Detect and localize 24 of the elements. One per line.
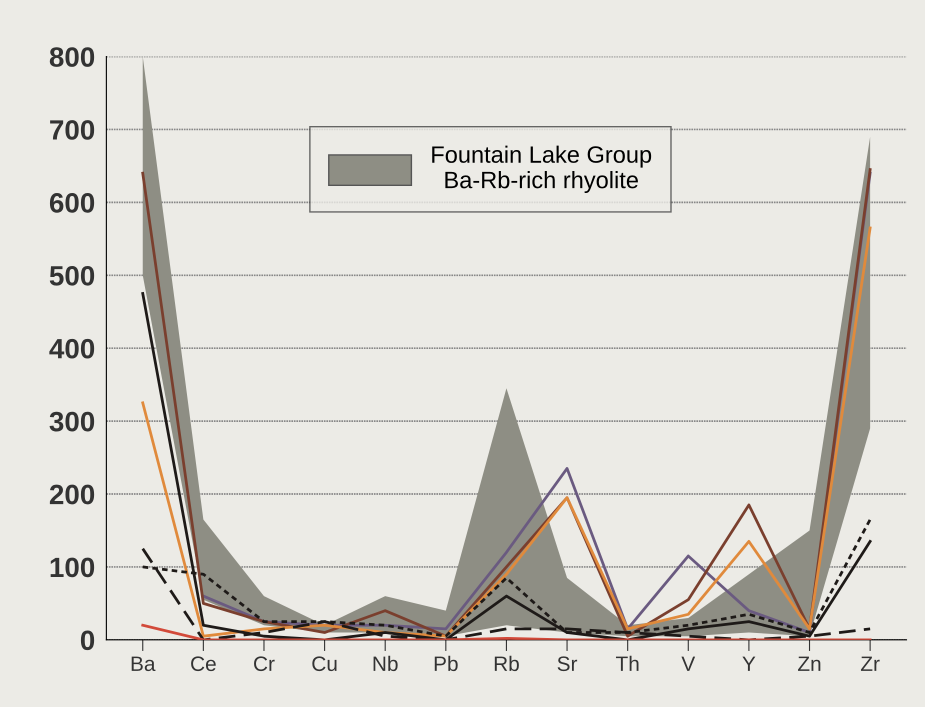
y-tick-label: 400 — [49, 338, 94, 359]
x-tick-label: Th — [616, 656, 638, 671]
x-tick-label: Zn — [798, 656, 820, 671]
x-tick-label: V — [681, 656, 696, 671]
y-tick-label: 500 — [50, 266, 94, 286]
line-series — [141, 292, 872, 640]
y-tick-label: 300 — [50, 412, 94, 432]
x-tick-label: Cr — [254, 656, 275, 672]
legend-label: Fountain Lake Group Ba-Rb-rich rhyolite — [432, 146, 652, 194]
x-tick-label: Nb — [374, 656, 398, 672]
x-tick-label: Y — [742, 656, 756, 671]
y-tick-label: 600 — [50, 193, 94, 213]
y-tick-label: 800 — [50, 47, 94, 67]
y-tick-label: 0 — [80, 630, 94, 650]
x-tick-label: Rb — [494, 656, 519, 672]
x-tick-label: Cu — [312, 656, 337, 672]
x-tick-label: Ce — [191, 656, 216, 672]
x-tick-label: Pb — [434, 656, 458, 672]
x-tick-label: Sr — [558, 656, 578, 672]
x-tick-label: Zr — [860, 656, 880, 671]
y-tick-label: 200 — [50, 484, 94, 504]
y-tick-label: 700 — [50, 120, 94, 140]
x-tick-label: Ba — [132, 656, 156, 672]
y-tick-label: 100 — [50, 558, 94, 578]
